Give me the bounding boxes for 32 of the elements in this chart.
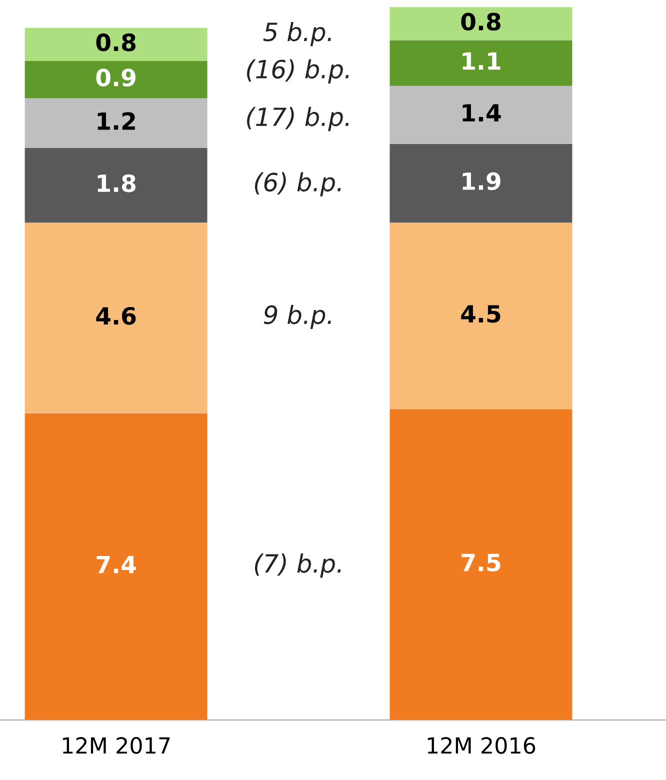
bar <box>24 222 208 414</box>
annotation: (17) b.p. <box>246 106 349 132</box>
data-label: 1.4 <box>462 104 501 122</box>
bar <box>24 148 208 223</box>
data-label: 0.8 <box>461 12 500 31</box>
bar <box>24 413 208 720</box>
annotation: (7) b.p. <box>254 554 341 578</box>
bar <box>24 28 208 62</box>
bar <box>390 40 572 86</box>
x-tick-label: 12M 2017 <box>62 737 170 754</box>
data-label: 1.1 <box>462 52 500 70</box>
bar <box>24 98 208 148</box>
bar <box>390 86 572 144</box>
annotation: 5 b.p. <box>263 22 331 46</box>
data-label: 0.8 <box>96 33 136 52</box>
annotation: 9 b.p. <box>264 304 331 330</box>
bar <box>390 7 572 40</box>
x-tick-label: 12M 2016 <box>428 737 536 754</box>
data-label: 1.8 <box>98 174 136 192</box>
data-label: 1.2 <box>98 112 135 130</box>
bar <box>24 61 208 98</box>
data-label: 4.5 <box>461 305 500 323</box>
data-label: 7.5 <box>462 554 500 572</box>
bar <box>390 409 572 720</box>
data-label: 0.9 <box>96 68 136 87</box>
annotation: (6) b.p. <box>254 172 341 196</box>
data-label: 1.9 <box>462 172 500 190</box>
data-label: 4.6 <box>96 306 136 325</box>
annotation: (16) b.p. <box>246 59 349 84</box>
data-label: 7.4 <box>96 556 136 574</box>
bar <box>390 144 572 223</box>
bar <box>390 222 572 410</box>
